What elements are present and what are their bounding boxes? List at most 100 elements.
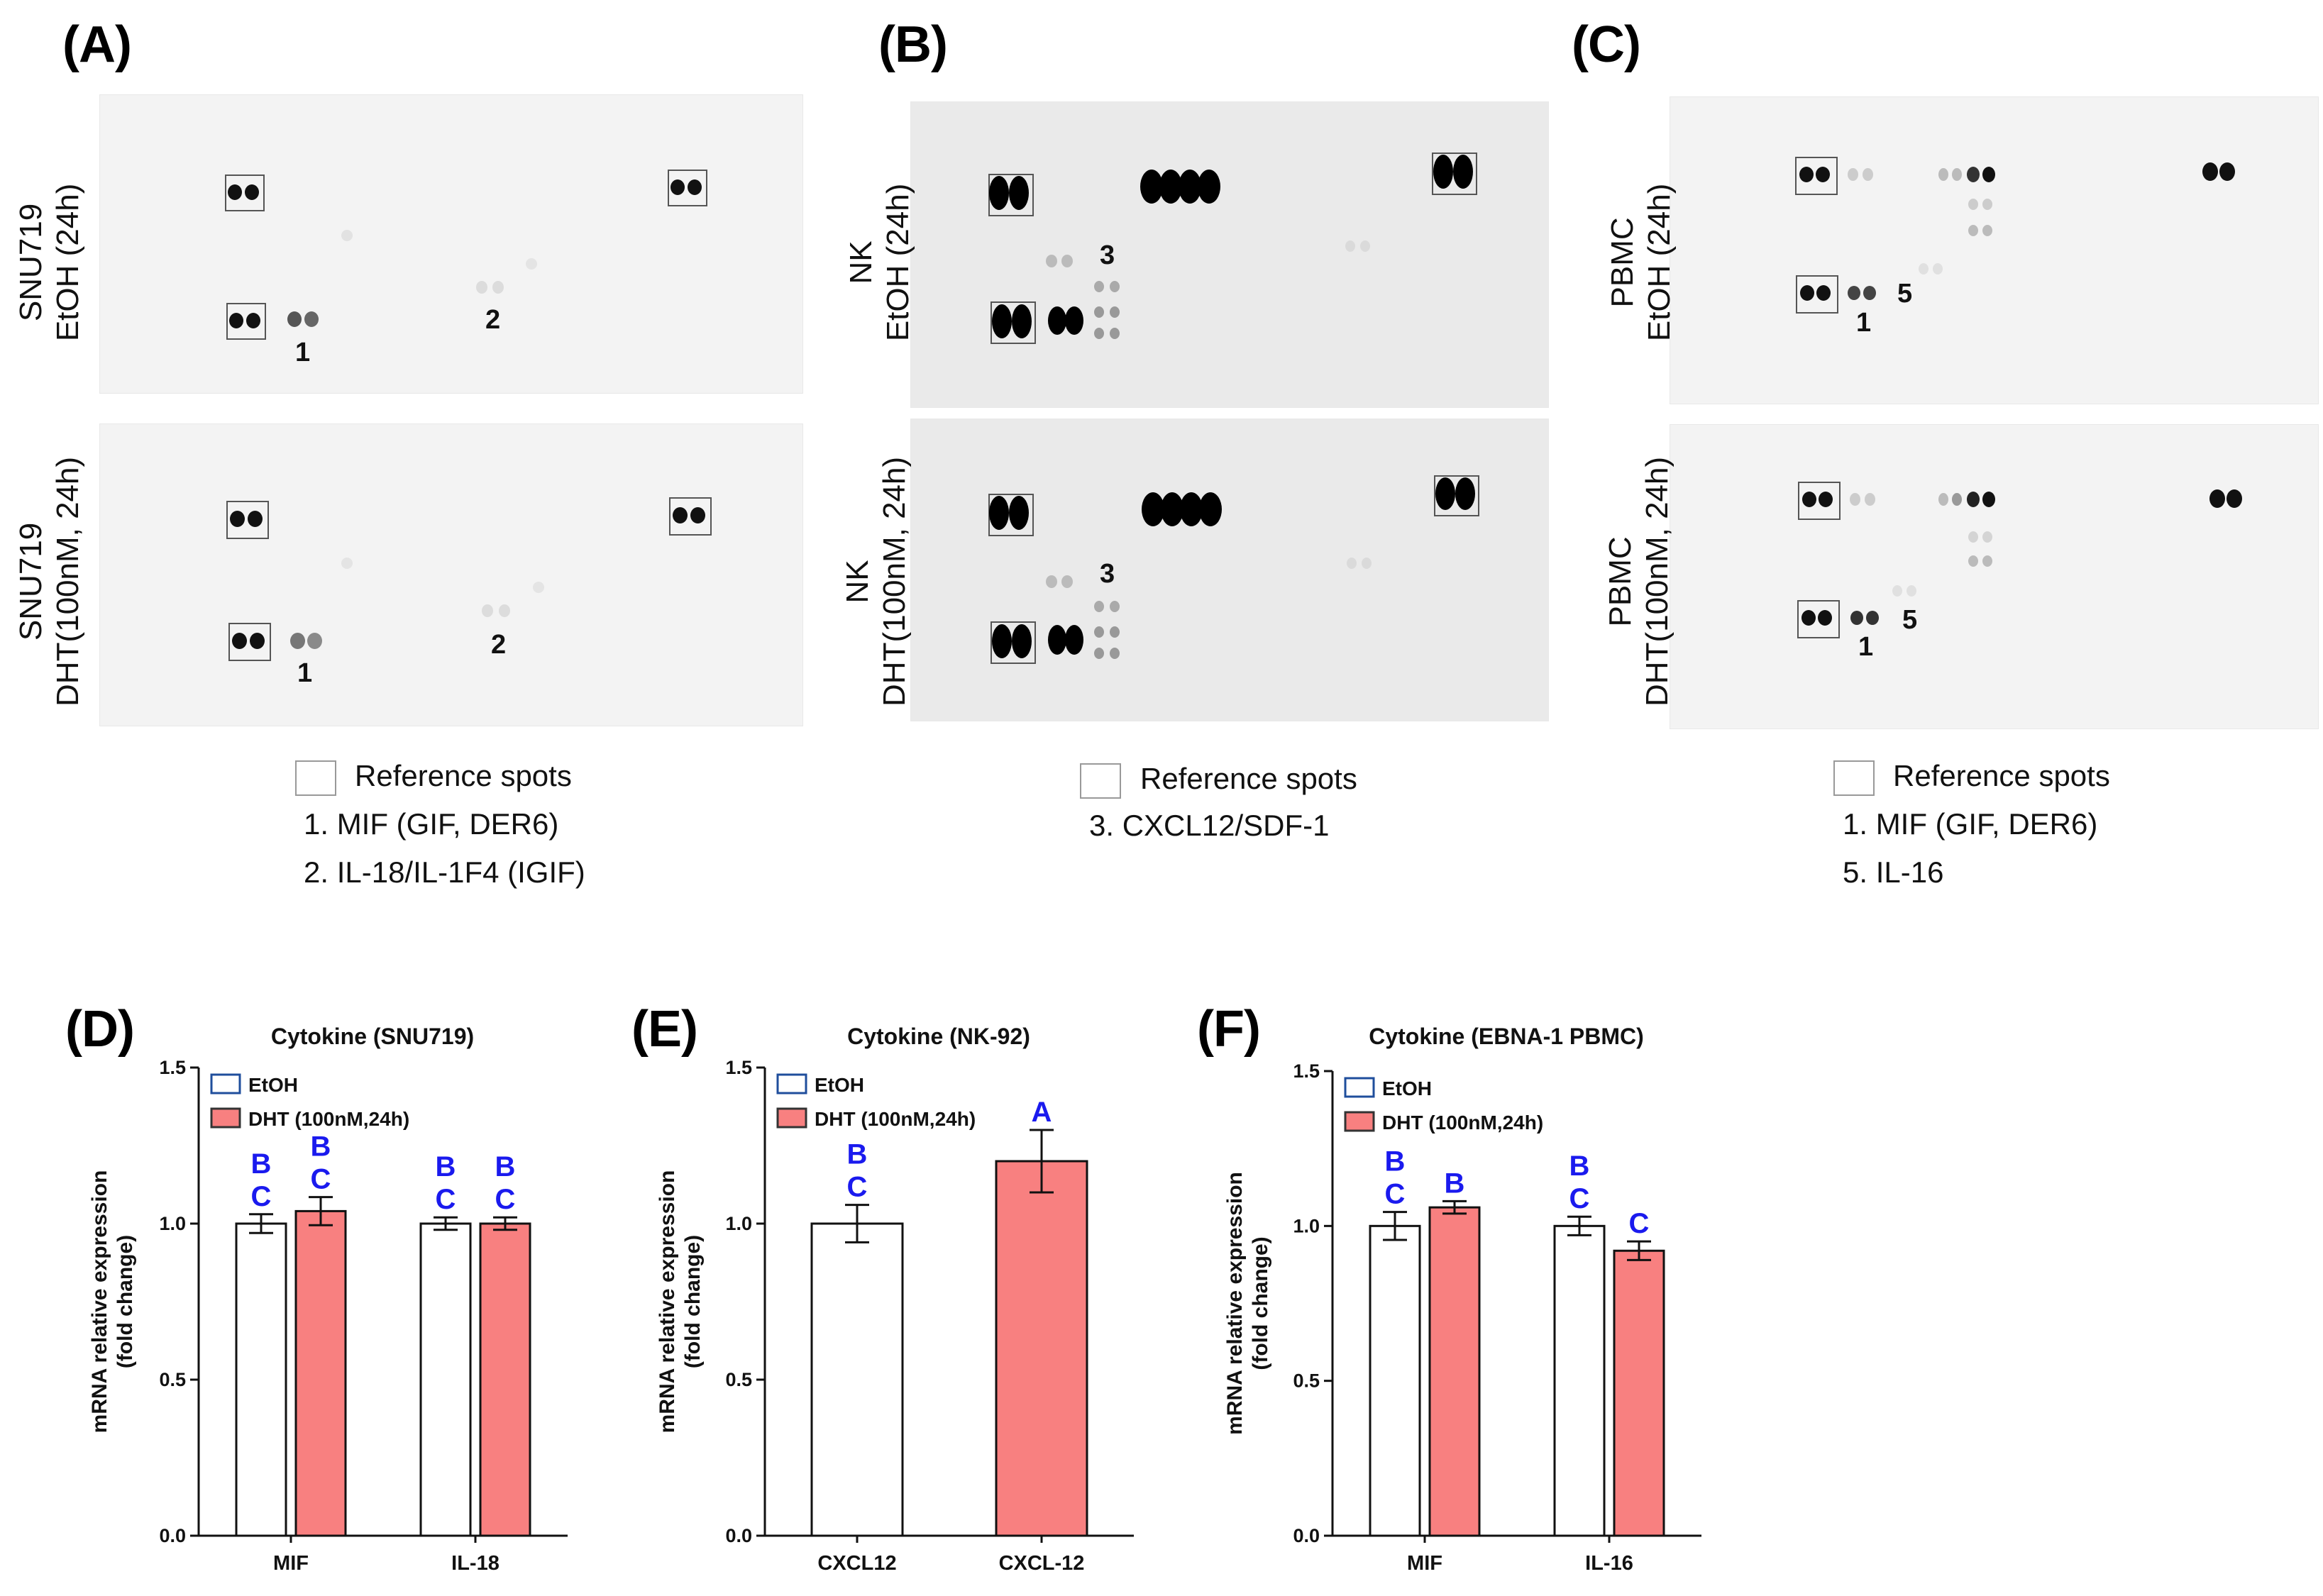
significance-letter: B xyxy=(311,1131,331,1163)
significance-letter: C xyxy=(436,1184,456,1215)
y-tick-label: 0.0 xyxy=(1293,1525,1320,1546)
bar xyxy=(235,1222,287,1537)
row-label-c-top: PBMC EtOH (24h) xyxy=(1605,183,1677,342)
chart-title: Cytokine (NK-92) xyxy=(847,1024,1030,1049)
blot-b-etoh: 3 xyxy=(910,101,1549,408)
blot-a-dht: 1 2 xyxy=(99,423,803,726)
row-label-a-bottom: SNU719 DHT(100nM, 24h) xyxy=(13,456,85,706)
y-axis-label: mRNA relative expression (fold change) xyxy=(1223,1172,1272,1435)
significance-letter: B xyxy=(436,1151,456,1182)
reference-spot-box xyxy=(228,623,271,661)
legend-swatch xyxy=(1344,1111,1375,1132)
legend-reference-label: Reference spots xyxy=(1893,759,2110,792)
blot-c-etoh: 1 5 xyxy=(1670,96,2319,404)
panel-label-f: (F) xyxy=(1197,1001,1261,1058)
significance-letter: C xyxy=(495,1184,516,1215)
category-label: IL-16 xyxy=(1585,1552,1633,1575)
blot-c-dht: 1 5 xyxy=(1670,424,2319,729)
significance-letter: C xyxy=(1629,1208,1650,1239)
reference-spot-box xyxy=(991,621,1036,664)
spot-number: 3 xyxy=(1100,559,1115,589)
bar xyxy=(995,1160,1088,1537)
y-tick-label: 0.5 xyxy=(1293,1370,1320,1392)
y-axis-label: mRNA relative expression (fold change) xyxy=(88,1170,137,1434)
y-tick-label: 0.0 xyxy=(725,1525,752,1546)
reference-spot-box xyxy=(1434,475,1479,516)
row-label-a-top: SNU719 EtOH (24h) xyxy=(13,183,85,342)
spot-number: 1 xyxy=(295,338,311,367)
significance-letter: B xyxy=(495,1151,516,1182)
chart-title: Cytokine (SNU719) xyxy=(271,1024,474,1049)
significance-letter: B xyxy=(847,1139,868,1170)
bar xyxy=(419,1222,472,1537)
legend-swatch xyxy=(1344,1077,1375,1098)
category-label: IL-18 xyxy=(451,1552,500,1575)
significance-letter: C xyxy=(1569,1183,1590,1214)
category-label: CXCL-12 xyxy=(999,1552,1085,1575)
legend-label: EtOH xyxy=(1382,1077,1432,1099)
reference-spot-box xyxy=(1795,157,1838,195)
legend-reference-label: Reference spots xyxy=(355,759,572,792)
legend-swatch xyxy=(776,1073,807,1095)
bar xyxy=(1428,1206,1481,1537)
panel-label-d: (D) xyxy=(65,1001,135,1058)
legend-label: DHT (100nM,24h) xyxy=(248,1108,409,1130)
row-label-b-bottom: NK DHT(100nM, 24h) xyxy=(840,456,912,706)
significance-letter: C xyxy=(847,1172,868,1203)
spot-number: 5 xyxy=(1902,605,1918,635)
y-axis-label: mRNA relative expression (fold change) xyxy=(656,1170,705,1434)
reference-spot-box xyxy=(226,303,266,340)
bar xyxy=(1613,1249,1665,1537)
y-tick-label: 1.0 xyxy=(1293,1215,1320,1236)
spot-number: 2 xyxy=(491,630,507,660)
significance-letter: C xyxy=(1385,1179,1406,1210)
bar xyxy=(294,1209,347,1537)
y-tick-label: 1.5 xyxy=(159,1057,186,1078)
chart-e: Cytokine (NK-92) 0.0 0.5 1.0 1.5 mRNA relativ… xyxy=(656,1024,1134,1575)
y-tick-label: 1.5 xyxy=(725,1057,752,1078)
chart-title: Cytokine (EBNA-1 PBMC) xyxy=(1369,1024,1644,1049)
legend-swatch xyxy=(210,1073,241,1095)
bar xyxy=(810,1222,904,1537)
significance-letter: C xyxy=(251,1181,272,1212)
legend-swatch xyxy=(210,1107,241,1129)
spot-number: 1 xyxy=(1856,308,1872,338)
significance-letter: B xyxy=(1385,1146,1406,1177)
y-tick-label: 1.0 xyxy=(159,1213,186,1234)
y-axis-label-line: mRNA relative expression xyxy=(1223,1172,1247,1435)
y-tick-label: 0.5 xyxy=(159,1369,186,1390)
blot-b-dht: 3 xyxy=(910,419,1549,721)
reference-spot-box xyxy=(991,301,1036,344)
y-axis-label-line: (fold change) xyxy=(681,1235,705,1368)
category-label: MIF xyxy=(273,1552,309,1575)
y-axis-label-line: mRNA relative expression xyxy=(88,1170,111,1434)
bar xyxy=(1369,1224,1421,1537)
significance-letter: A xyxy=(1032,1097,1052,1128)
panel-label-b: (B) xyxy=(878,16,948,73)
legend-item: 1. MIF (GIF, DER6) xyxy=(1843,807,2098,841)
y-axis-label-line: (fold change) xyxy=(114,1235,137,1368)
reference-spots-swatch xyxy=(1080,763,1121,799)
legend-item: 1. MIF (GIF, DER6) xyxy=(304,807,559,841)
legend-item: 3. CXCL12/SDF-1 xyxy=(1089,809,1330,842)
spot-number: 5 xyxy=(1897,279,1913,309)
legend-item: 5. IL-16 xyxy=(1843,855,1944,889)
category-label: CXCL12 xyxy=(817,1552,896,1575)
y-axis-label-line: mRNA relative expression xyxy=(656,1170,679,1434)
y-tick-label: 0.5 xyxy=(725,1369,752,1390)
legend-label: DHT (100nM,24h) xyxy=(815,1108,976,1130)
spot-number: 3 xyxy=(1100,240,1115,270)
legend-reference-label: Reference spots xyxy=(1140,762,1357,795)
bar xyxy=(479,1222,531,1537)
reference-spots-swatch xyxy=(295,760,336,796)
panel-label-e: (E) xyxy=(631,1001,698,1058)
reference-spots-swatch xyxy=(1833,760,1875,796)
reference-spot-box xyxy=(226,501,269,539)
blot-a-etoh: 1 2 xyxy=(99,94,803,394)
reference-spot-box xyxy=(669,497,712,536)
reference-spot-box xyxy=(1432,153,1477,195)
legend-item: 2. IL-18/IL-1F4 (IGIF) xyxy=(304,855,585,889)
panel-label-c: (C) xyxy=(1572,16,1641,73)
reference-spot-box xyxy=(1796,275,1838,314)
